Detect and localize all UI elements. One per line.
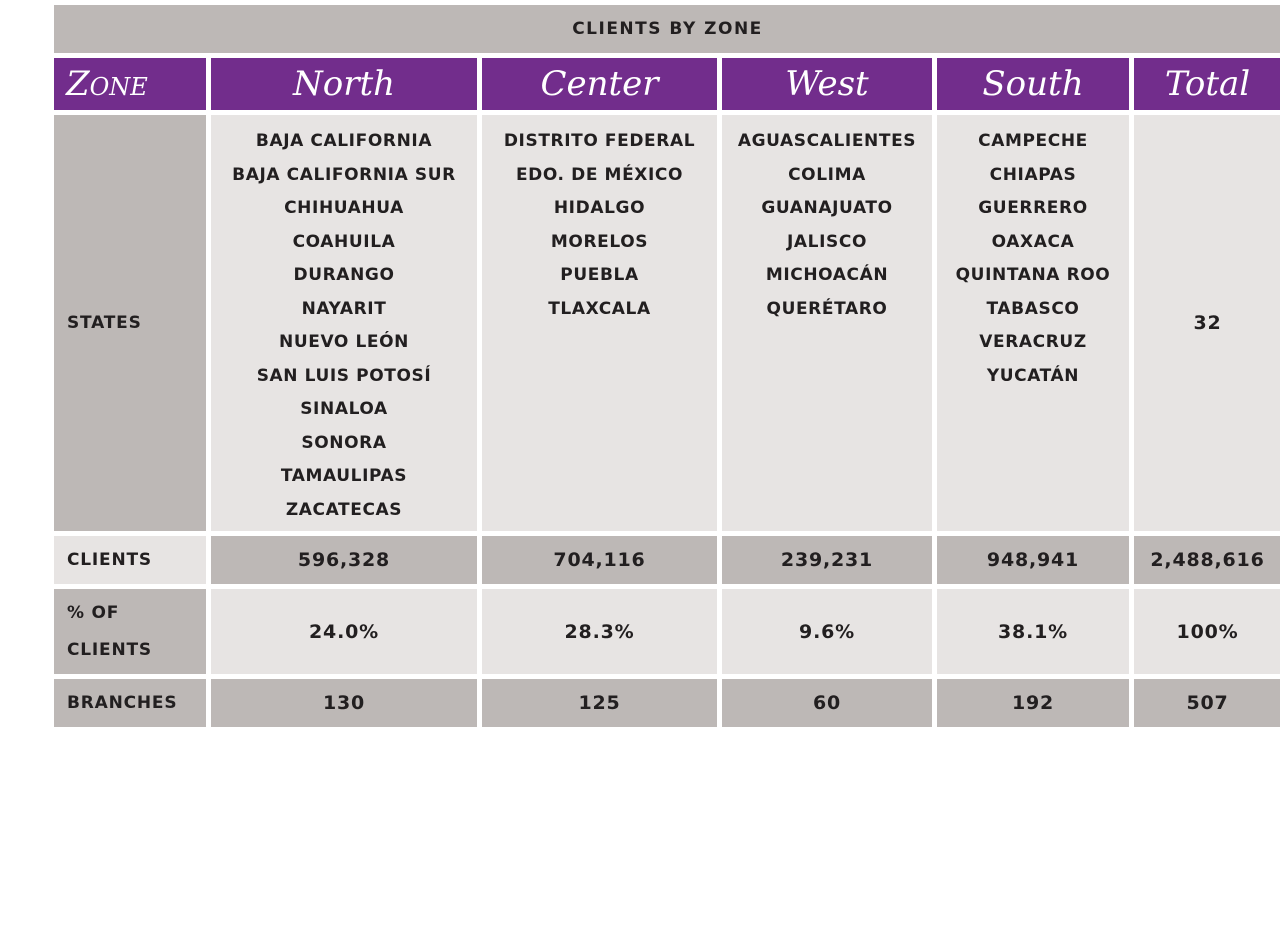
row-label-clients: CLIENTS <box>54 536 206 584</box>
header-south: South <box>937 58 1129 110</box>
pct-clients-north: 24.0% <box>211 589 477 674</box>
state-name: MICHOACÁN <box>765 265 889 285</box>
header-west: West <box>722 58 932 110</box>
states-south: CAMPECHE CHIAPAS GUERRERO OAXACA QUINTANA RO… <box>937 115 1129 531</box>
row-label-states: STATES <box>54 115 206 531</box>
pct-clients-total: 100% <box>1134 589 1280 674</box>
state-name: TABASCO <box>986 298 1080 319</box>
state-name: AGUASCALIENTES <box>737 131 917 151</box>
state-name: GUANAJUATO <box>761 198 893 218</box>
state-name: QUERÉTARO <box>766 298 888 319</box>
state-name: SONORA <box>301 432 387 453</box>
clients-south: 948,941 <box>937 536 1129 584</box>
header-total: Total <box>1134 58 1280 110</box>
table-title: CLIENTS BY ZONE <box>54 5 1280 53</box>
state-name: OAXACA <box>991 231 1075 252</box>
state-name: CHIHUAHUA <box>284 198 404 218</box>
row-label-branches: BRANCHES <box>54 679 206 727</box>
clients-total: 2,488,616 <box>1134 536 1280 584</box>
header-north: North <box>211 58 477 110</box>
state-name: SINALOA <box>300 399 388 419</box>
states-center: DISTRITO FEDERAL EDO. DE MÉXICO HIDALGO MOR… <box>482 115 717 531</box>
clients-center: 704,116 <box>482 536 717 584</box>
state-name: DURANGO <box>293 265 395 285</box>
state-name: VERACRUZ <box>979 332 1087 352</box>
state-name: JALISCO <box>786 231 867 252</box>
header-zone: Zone <box>54 58 206 110</box>
state-name: TAMAULIPAS <box>280 466 408 486</box>
row-label-pct-clients: % OF CLIENTS <box>54 589 206 674</box>
states-total: 32 <box>1134 115 1280 531</box>
state-name: SAN LUIS POTOSÍ <box>256 365 432 386</box>
state-name: GUERRERO <box>978 198 1088 218</box>
clients-by-zone-table: CLIENTS BY ZONE Zone North Center West S… <box>54 5 1280 728</box>
state-name: BAJA CALIFORNIA <box>255 131 433 151</box>
state-name: QUINTANA ROO <box>955 265 1111 285</box>
pct-clients-west: 9.6% <box>722 589 932 674</box>
state-name: COLIMA <box>788 164 866 185</box>
states-west: AGUASCALIENTES COLIMA GUANAJUATO JALISCO MIC… <box>722 115 932 531</box>
state-name: BAJA CALIFORNIA SUR <box>232 164 456 185</box>
branches-west: 60 <box>722 679 932 727</box>
pct-clients-center: 28.3% <box>482 589 717 674</box>
branches-center: 125 <box>482 679 717 727</box>
state-name: NAYARIT <box>301 298 387 319</box>
branches-total: 507 <box>1134 679 1280 727</box>
state-name: TLAXCALA <box>548 298 651 319</box>
header-center: Center <box>482 58 717 110</box>
state-name: HIDALGO <box>553 198 646 218</box>
state-name: DISTRITO FEDERAL <box>503 131 696 151</box>
branches-north: 130 <box>211 679 477 727</box>
pct-clients-south: 38.1% <box>937 589 1129 674</box>
state-name: PUEBLA <box>560 265 639 285</box>
clients-north: 596,328 <box>211 536 477 584</box>
state-name: EDO. DE MÉXICO <box>515 164 684 185</box>
clients-west: 239,231 <box>722 536 932 584</box>
state-name: NUEVO LEÓN <box>279 332 409 352</box>
branches-south: 192 <box>937 679 1129 727</box>
state-name: CAMPECHE <box>978 131 1088 151</box>
state-name: MORELOS <box>550 231 649 252</box>
state-name: ZACATECAS <box>285 499 403 520</box>
state-name: COAHUILA <box>292 231 396 252</box>
state-name: CHIAPAS <box>989 164 1077 185</box>
states-north: BAJA CALIFORNIA BAJA CALIFORNIA SUR CHIHUA… <box>211 115 477 531</box>
state-name: YUCATÁN <box>986 365 1080 386</box>
